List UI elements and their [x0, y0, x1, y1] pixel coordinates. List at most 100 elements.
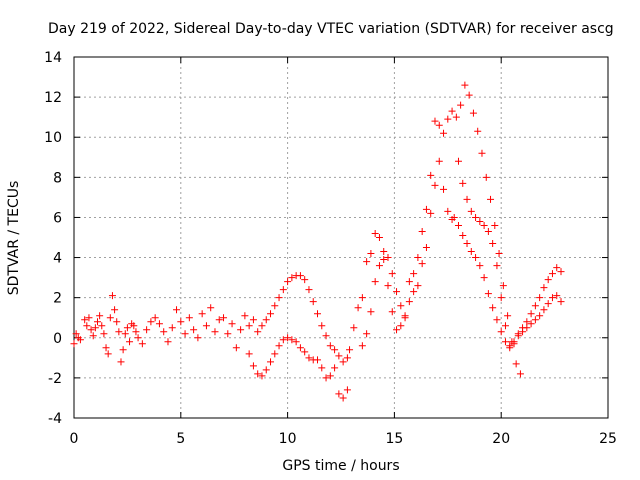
data-point: [497, 328, 505, 336]
data-point: [501, 322, 509, 330]
data-point: [452, 113, 460, 121]
data-point: [220, 314, 228, 322]
data-point: [147, 318, 155, 326]
data-point: [444, 115, 452, 123]
data-point: [115, 328, 123, 336]
data-point: [499, 282, 507, 290]
x-tick-label: 20: [492, 431, 510, 447]
data-point: [271, 302, 279, 310]
data-point: [232, 344, 240, 352]
data-point: [343, 354, 351, 362]
data-point: [380, 256, 388, 264]
plot-frame: [73, 56, 609, 419]
data-point: [480, 274, 488, 282]
data-point: [296, 272, 304, 280]
series-decay-b: [454, 157, 514, 350]
grid-lines: [74, 57, 608, 418]
data-point: [305, 286, 313, 294]
data-point: [367, 308, 375, 316]
data-point: [476, 217, 484, 225]
data-point: [367, 250, 375, 258]
data-point: [296, 344, 304, 352]
data-point: [249, 362, 257, 370]
data-point: [198, 310, 206, 318]
series-arc-lower: [245, 334, 351, 402]
data-point: [96, 312, 104, 320]
data-point: [472, 213, 480, 221]
data-point: [506, 344, 514, 352]
data-point: [523, 318, 531, 326]
data-point: [489, 304, 497, 312]
data-point: [482, 173, 490, 181]
data-point: [380, 248, 388, 256]
data-point: [350, 324, 358, 332]
y-tick-label: 10: [44, 130, 62, 146]
data-point: [104, 350, 112, 358]
data-point: [292, 338, 300, 346]
data-point: [326, 372, 334, 380]
x-tick-label: 10: [279, 431, 297, 447]
data-point: [457, 101, 465, 109]
data-point: [87, 326, 95, 334]
data-point: [138, 340, 146, 348]
data-point: [472, 254, 480, 262]
data-point: [134, 334, 142, 342]
data-point: [431, 181, 439, 189]
data-point: [254, 328, 262, 336]
data-point: [106, 314, 114, 322]
data-point: [111, 306, 119, 314]
data-point: [463, 195, 471, 203]
data-point: [358, 294, 366, 302]
data-point: [346, 346, 354, 354]
data-point: [410, 270, 418, 278]
data-point: [322, 332, 330, 340]
data-point: [454, 157, 462, 165]
data-point: [422, 244, 430, 252]
data-point: [119, 346, 127, 354]
data-point: [527, 310, 535, 318]
data-point: [76, 336, 84, 344]
data-point: [215, 316, 223, 324]
data-point: [117, 358, 125, 366]
data-point: [267, 310, 275, 318]
data-point: [93, 318, 101, 326]
x-tick-label: 5: [176, 431, 185, 447]
data-point: [343, 386, 351, 394]
data-point: [501, 338, 509, 346]
data-point: [279, 336, 287, 344]
data-point: [536, 294, 544, 302]
data-point: [536, 312, 544, 320]
x-tick-label: 25: [599, 431, 617, 447]
series-rise-to-peak-a: [346, 101, 465, 354]
data-point: [405, 298, 413, 306]
data-point: [305, 354, 313, 362]
data-points: [70, 81, 565, 402]
data-point: [85, 314, 93, 322]
series-decay-c: [450, 213, 509, 346]
data-point: [102, 344, 110, 352]
data-point: [469, 109, 477, 117]
series-decay-a: [461, 81, 524, 378]
data-point: [497, 294, 505, 302]
y-axis-label: SDTVAR / TECUs: [6, 181, 22, 296]
data-point: [397, 322, 405, 330]
data-point: [267, 358, 275, 366]
data-point: [288, 274, 296, 282]
series-rise-to-peak-b: [358, 157, 456, 350]
data-point: [81, 316, 89, 324]
data-point: [393, 288, 401, 296]
data-point: [83, 322, 91, 330]
x-tick-label: 15: [385, 431, 403, 447]
data-point: [314, 356, 322, 364]
data-point: [363, 258, 371, 266]
data-point: [480, 221, 488, 229]
data-point: [181, 330, 189, 338]
data-point: [168, 324, 176, 332]
data-point: [467, 248, 475, 256]
data-point: [284, 278, 292, 286]
data-point: [495, 250, 503, 258]
data-point: [254, 370, 262, 378]
chart-title: Day 219 of 2022, Sidereal Day-to-day VTE…: [48, 21, 614, 37]
data-point: [405, 278, 413, 286]
data-point: [224, 330, 232, 338]
